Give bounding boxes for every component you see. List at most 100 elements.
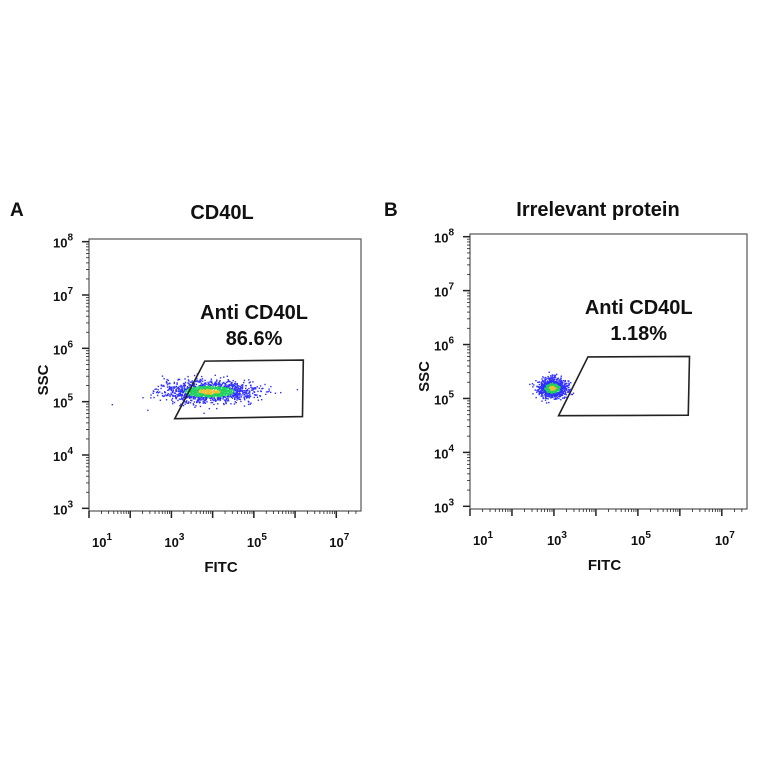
event-dot [194, 390, 196, 392]
event-dot [227, 384, 229, 387]
x-tick-exponent: 1 [487, 530, 493, 541]
event-dot [226, 381, 229, 383]
event-dot [560, 386, 562, 388]
event-dot [221, 391, 223, 393]
event-dot [546, 393, 548, 396]
event-dot [204, 386, 207, 388]
x-tick-base: 10 [329, 535, 343, 550]
event-dot [216, 392, 219, 395]
y-tick-label: 106 [434, 336, 454, 354]
event-dot [203, 412, 205, 415]
event-dot [188, 382, 190, 385]
event-dot [190, 397, 192, 399]
event-dot [222, 398, 224, 400]
event-dot [562, 379, 565, 382]
event-dot [548, 381, 551, 384]
event-dot [534, 389, 537, 391]
event-dot [213, 403, 215, 406]
event-dot [193, 395, 196, 397]
event-dot [572, 392, 575, 394]
event-dot [256, 396, 259, 399]
event-dot [555, 393, 557, 396]
event-dot [183, 395, 186, 397]
event-dot [544, 397, 547, 399]
event-dot [562, 387, 564, 390]
event-dot [236, 392, 239, 394]
event-dot [548, 389, 550, 392]
event-dot [200, 387, 203, 389]
event-dot [192, 387, 194, 390]
event-dot [553, 374, 555, 376]
x-tick-exponent: 7 [344, 532, 350, 543]
x-axis-label: FITC [588, 557, 621, 574]
event-dot [210, 395, 212, 397]
event-dot [542, 397, 544, 399]
event-dot [556, 397, 558, 399]
event-dot [254, 387, 257, 389]
event-dot [179, 393, 182, 396]
event-dot [198, 385, 200, 388]
event-dot [172, 390, 174, 393]
event-dot [229, 393, 231, 395]
event-dot [197, 380, 199, 383]
event-dot [552, 380, 554, 383]
event-dot [196, 394, 198, 396]
x-tick-exponent: 3 [561, 530, 567, 541]
event-dot [191, 392, 193, 394]
event-dot [558, 385, 560, 387]
event-dot [241, 389, 243, 392]
event-dot [212, 386, 214, 388]
event-dot [188, 383, 191, 386]
event-dot [150, 394, 152, 396]
event-dot [541, 382, 543, 385]
event-dots [529, 371, 575, 404]
event-dot [551, 382, 554, 384]
event-dot [176, 382, 178, 384]
event-dot [180, 386, 183, 388]
event-dot [206, 389, 208, 392]
event-dot [239, 389, 241, 391]
panel-b: B Irrelevant protein103104105106107108101… [384, 199, 748, 574]
event-dot [241, 386, 244, 388]
event-dot [223, 376, 225, 378]
event-dot [196, 386, 198, 388]
event-dot [237, 397, 239, 400]
x-tick-label: 105 [247, 532, 267, 550]
event-dot [558, 397, 560, 400]
event-dot [560, 390, 562, 393]
event-dot [547, 391, 549, 393]
event-dot [186, 400, 188, 402]
event-dot [193, 384, 195, 386]
event-dot [539, 387, 541, 389]
event-dot [570, 393, 572, 396]
event-dot [180, 398, 182, 401]
event-dot [181, 389, 184, 391]
event-dot [227, 389, 229, 392]
event-dot [230, 390, 233, 393]
event-dot [542, 380, 545, 383]
event-dot [200, 394, 203, 396]
event-dot [179, 389, 182, 391]
event-dot [206, 388, 209, 391]
event-dot [196, 379, 198, 382]
event-dot [554, 393, 556, 395]
event-dot [185, 388, 187, 391]
event-dot [187, 375, 189, 378]
event-dot [209, 389, 211, 392]
event-dot [237, 387, 240, 389]
event-dot [234, 397, 236, 399]
event-dot [241, 384, 243, 387]
event-dot [231, 381, 233, 384]
event-dot [551, 375, 553, 377]
event-dot [234, 394, 236, 396]
event-dot [185, 401, 188, 403]
event-dot [531, 383, 534, 385]
event-dot [194, 397, 197, 399]
gate-polygon [173, 359, 305, 420]
event-dot [203, 394, 205, 397]
event-dot [215, 399, 217, 402]
event-dot [215, 393, 218, 395]
event-dot [227, 379, 229, 381]
event-dot [238, 385, 240, 387]
